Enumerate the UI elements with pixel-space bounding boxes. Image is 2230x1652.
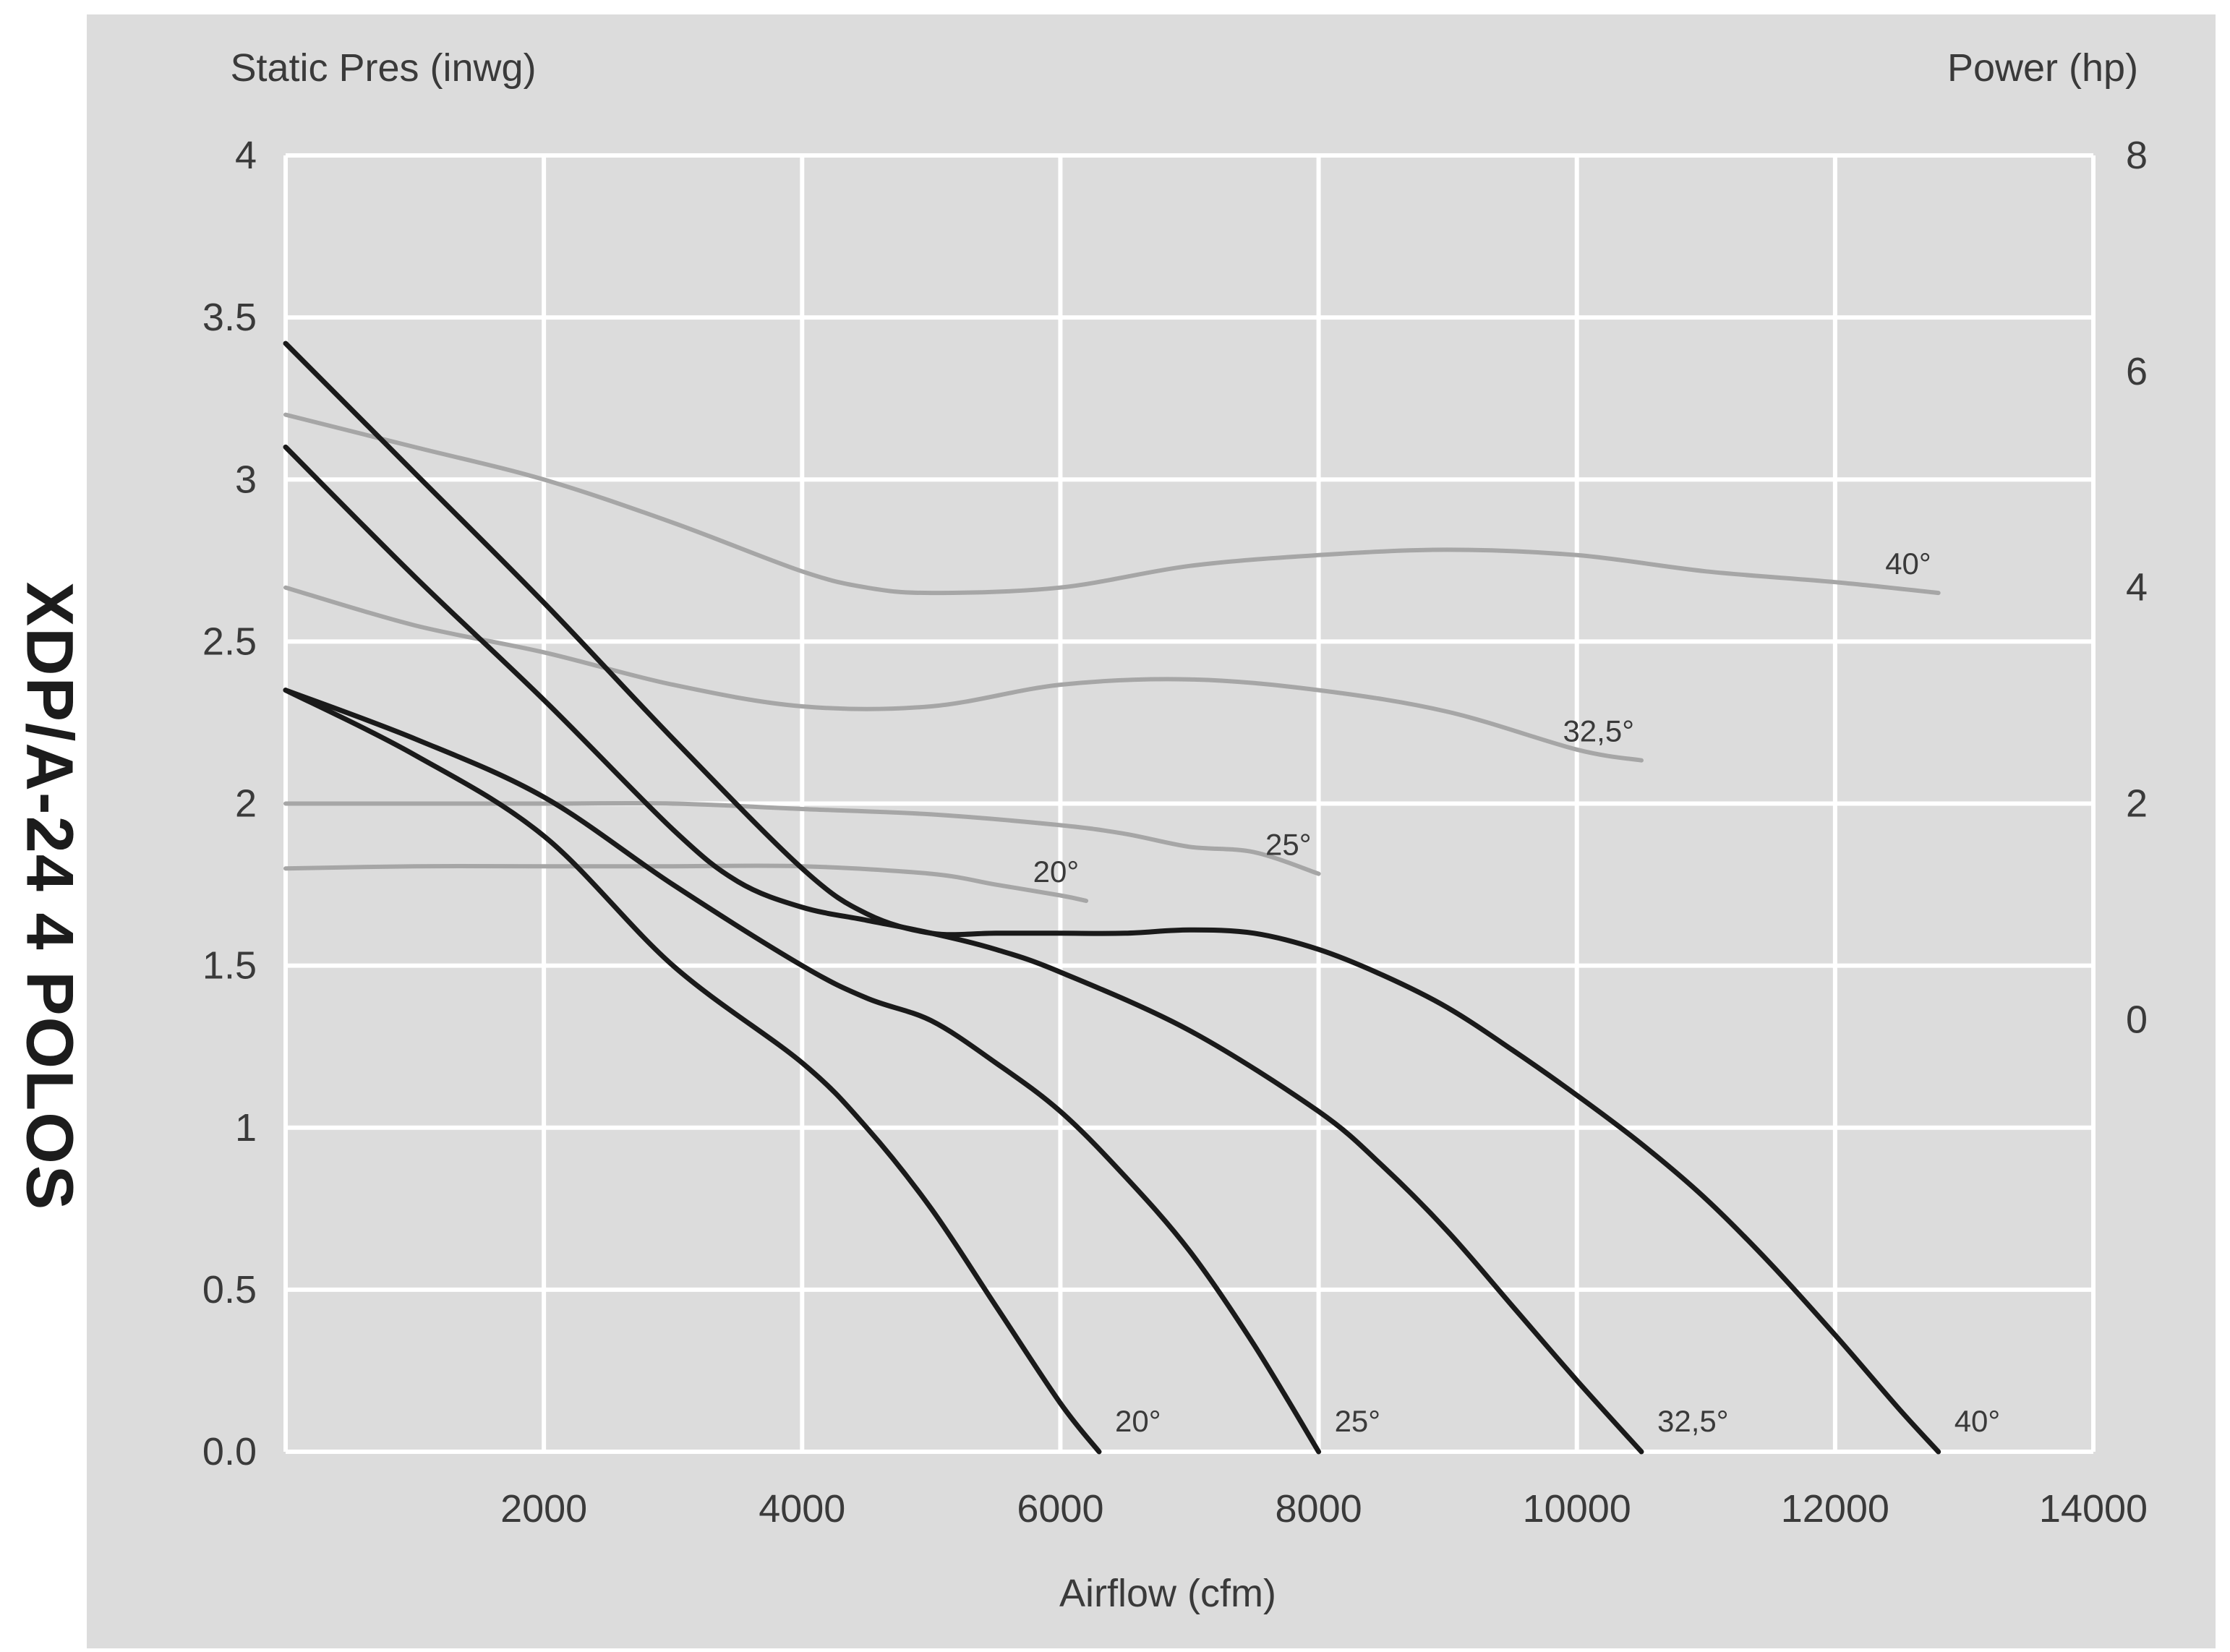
curve-labels: 20° 25° 32,5° 40° 20° 25° 32,5° 40° xyxy=(1033,547,2001,1438)
power-curve-line xyxy=(283,800,1321,876)
x-tick-label: 10000 xyxy=(1523,1487,1631,1531)
power-curve-label: 20° xyxy=(1033,855,1080,889)
y-tick-label: 3 xyxy=(235,458,257,501)
y-tick-label: 0.0 xyxy=(202,1430,257,1473)
y-tick-label: 1.5 xyxy=(202,944,257,988)
x-tick-label: 6000 xyxy=(1017,1487,1103,1531)
y-tick-label: 3.5 xyxy=(202,296,257,339)
x-tick-label: 14000 xyxy=(2039,1487,2148,1531)
y-tick-label: 2.5 xyxy=(202,620,257,663)
pressure-curve-line xyxy=(283,688,1322,1455)
x-axis-label: Airflow (cfm) xyxy=(1059,1572,1276,1615)
power-curve-line xyxy=(283,412,1941,596)
pressure-curve-line xyxy=(283,444,1644,1455)
x-tick-label: 2000 xyxy=(500,1487,587,1531)
power-curve-label: 25° xyxy=(1265,828,1312,862)
y-axis-label: Static Pres (inwg) xyxy=(230,46,536,90)
y2-tick-label: 2 xyxy=(2126,782,2148,826)
y2-axis-label: Power (hp) xyxy=(1947,46,2138,90)
power-curve-label: 32,5° xyxy=(1563,714,1634,748)
y2-tick-label: 8 xyxy=(2126,134,2148,177)
y-tick-label: 4 xyxy=(235,134,257,177)
y-tick-label: 2 xyxy=(235,782,257,826)
tick-labels: 0.0 0.5 1 1.5 2 2.5 3 3.5 4 0 2 4 6 8 2000 4000 6000 8000… xyxy=(202,134,2148,1531)
chart-background xyxy=(87,14,2216,1648)
x-tick-label: 4000 xyxy=(759,1487,845,1531)
x-tick-label: 12000 xyxy=(1781,1487,1889,1531)
power-curve-label: 40° xyxy=(1885,547,1931,581)
pressure-curve-label: 20° xyxy=(1115,1404,1161,1438)
y2-tick-label: 4 xyxy=(2126,566,2148,609)
y-tick-label: 0.5 xyxy=(202,1268,257,1311)
pressure-curves xyxy=(283,341,1941,1455)
pressure-curve-line xyxy=(283,341,1941,1455)
y2-tick-label: 6 xyxy=(2126,350,2148,393)
power-curve-line xyxy=(283,585,1644,763)
power-curve-line xyxy=(283,863,1089,903)
pressure-curve-label: 32,5° xyxy=(1657,1404,1729,1438)
x-tick-label: 8000 xyxy=(1276,1487,1362,1531)
pressure-curve-label: 25° xyxy=(1335,1404,1381,1438)
y-tick-label: 1 xyxy=(235,1106,257,1150)
pressure-curve-label: 40° xyxy=(1955,1404,2001,1438)
y2-tick-label: 0 xyxy=(2126,998,2148,1041)
pressure-curve-line xyxy=(283,688,1102,1455)
power-curves xyxy=(283,412,1941,903)
